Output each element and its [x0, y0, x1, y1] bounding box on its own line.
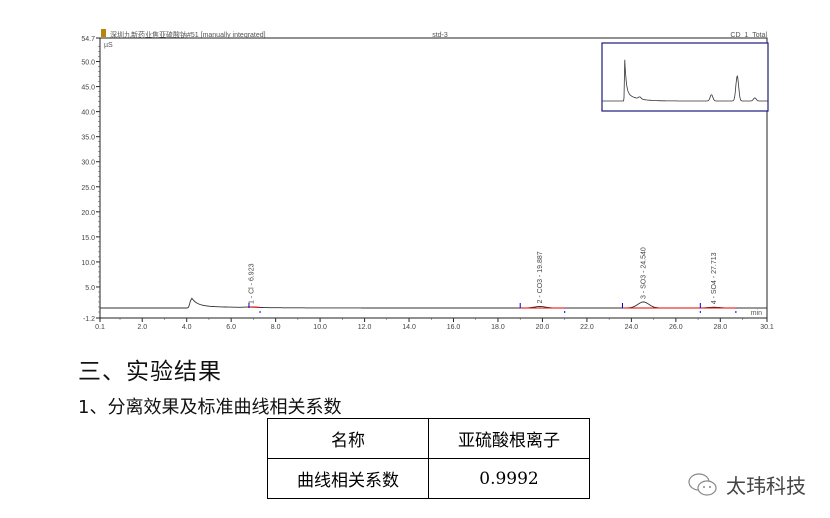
results-table: 名称 亚硫酸根离子 曲线相关系数 0.9992 — [267, 418, 590, 499]
table-cell: 曲线相关系数 — [267, 458, 429, 499]
x-tick-label: 14.0 — [402, 324, 416, 331]
y-tick-label: 25.0 — [81, 185, 95, 192]
x-tick-label: 20.0 — [536, 324, 550, 331]
x-tick-label: 24.0 — [625, 324, 639, 331]
header-left: 深圳九新药业焦亚硫酸钠#51 [manually integrated] — [110, 30, 266, 39]
y-tick-label: 54.7 — [81, 36, 95, 43]
y-tick-label: 15.0 — [81, 235, 95, 242]
table-row: 曲线相关系数 0.9992 — [267, 458, 590, 499]
table-header-row: 名称 亚硫酸根离子 — [267, 418, 590, 459]
x-tick-label: 16.0 — [447, 324, 461, 331]
x-tick-label: 26.0 — [669, 324, 683, 331]
chromatogram-trace — [100, 297, 767, 309]
x-unit-label: min — [751, 310, 762, 317]
inset-trace — [602, 59, 768, 102]
y-tick-label: 30.0 — [81, 160, 95, 167]
x-tick-label: 10.0 — [313, 324, 327, 331]
x-tick-label: 12.0 — [358, 324, 372, 331]
section-title: 三、实验结果 — [78, 359, 222, 385]
watermark: 太玮科技 — [688, 470, 806, 499]
x-tick-label: 2.0 — [137, 324, 147, 331]
wechat-icon — [688, 472, 717, 496]
x-tick-label: 6.0 — [226, 324, 236, 331]
y-tick-label: 40.0 — [81, 110, 95, 117]
y-tick-label: 20.0 — [81, 210, 95, 217]
peak-label: 2 - CO3 - 19.887 — [537, 251, 544, 303]
y-tick-label: 45.0 — [81, 85, 95, 92]
y-tick-label: 10.0 — [81, 260, 95, 267]
y-tick-label: 5.0 — [85, 285, 95, 292]
x-tick-label: 28.0 — [713, 324, 727, 331]
table-header: 亚硫酸根离子 — [428, 418, 590, 459]
x-tick-label: 4.0 — [182, 324, 192, 331]
y-unit-label: µS — [104, 42, 113, 49]
header-center: std-3 — [432, 32, 448, 39]
x-tick-label: 18.0 — [491, 324, 505, 331]
y-tick-label: 35.0 — [81, 135, 95, 142]
peak-label: 3 - SO3 - 24.540 — [640, 247, 647, 299]
subsection-title: 1、分离效果及标准曲线相关系数 — [78, 397, 342, 418]
watermark-text: 太玮科技 — [726, 474, 806, 498]
y-tick-label: -1.2 — [83, 316, 95, 323]
peak-label: 4 - SO4 - 27.713 — [711, 252, 718, 304]
y-tick-label: 50.0 — [81, 60, 95, 67]
x-tick-label: 22.0 — [580, 324, 594, 331]
sample-icon — [101, 29, 106, 37]
plot-frame — [99, 37, 768, 319]
table-header: 名称 — [267, 418, 429, 459]
peak-label: 1 - Cl - 6.923 — [249, 263, 256, 304]
chromatogram-chart: 深圳九新药业焦亚硫酸钠#51 [manually integrated] std-… — [81, 29, 774, 331]
table-cell: 0.9992 — [428, 458, 590, 499]
x-tick-label: 30.1 — [760, 324, 774, 331]
x-tick-label: 0.1 — [95, 324, 105, 331]
header-right: CD_1_Total — [730, 32, 767, 39]
x-tick-label: 8.0 — [271, 324, 281, 331]
